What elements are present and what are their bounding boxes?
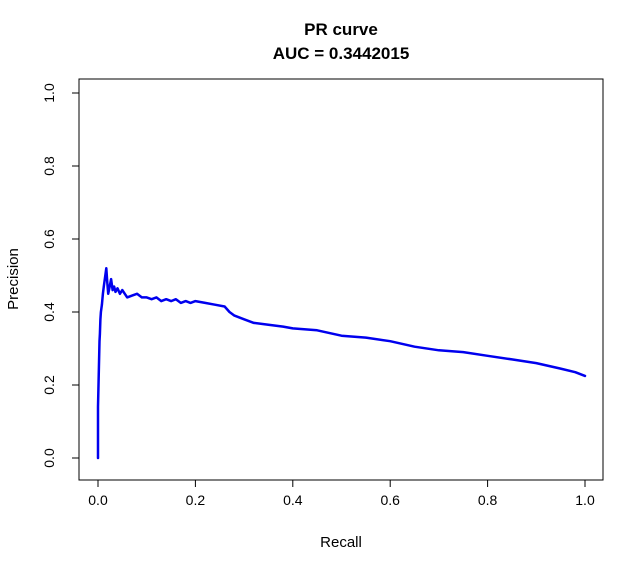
y-axis: 0.0 0.2 0.4 0.6 0.8 1.0 [41, 83, 80, 468]
pr-curve-line [96, 266, 587, 460]
x-axis-label: Recall [320, 534, 362, 551]
chart-title: PR curve [304, 20, 378, 39]
y-tick-label: 0.2 [41, 375, 57, 395]
x-axis: 0.0 0.2 0.4 0.6 0.8 1.0 [88, 479, 595, 508]
y-tick-label: 1.0 [41, 83, 57, 103]
y-tick-label: 0.8 [41, 156, 57, 176]
x-tick-label: 0.0 [88, 492, 108, 508]
y-tick-label: 0.4 [41, 302, 57, 322]
y-tick-label: 0.6 [41, 229, 57, 249]
x-tick-label: 1.0 [575, 492, 595, 508]
x-tick-label: 0.8 [478, 492, 498, 508]
x-tick-label: 0.4 [283, 492, 303, 508]
y-tick-label: 0.0 [41, 448, 57, 468]
plot-frame [78, 78, 604, 481]
chart-subtitle: AUC = 0.3442015 [273, 44, 410, 63]
x-tick-label: 0.6 [380, 492, 400, 508]
y-axis-label: Precision [5, 248, 22, 310]
x-tick-label: 0.2 [186, 492, 206, 508]
